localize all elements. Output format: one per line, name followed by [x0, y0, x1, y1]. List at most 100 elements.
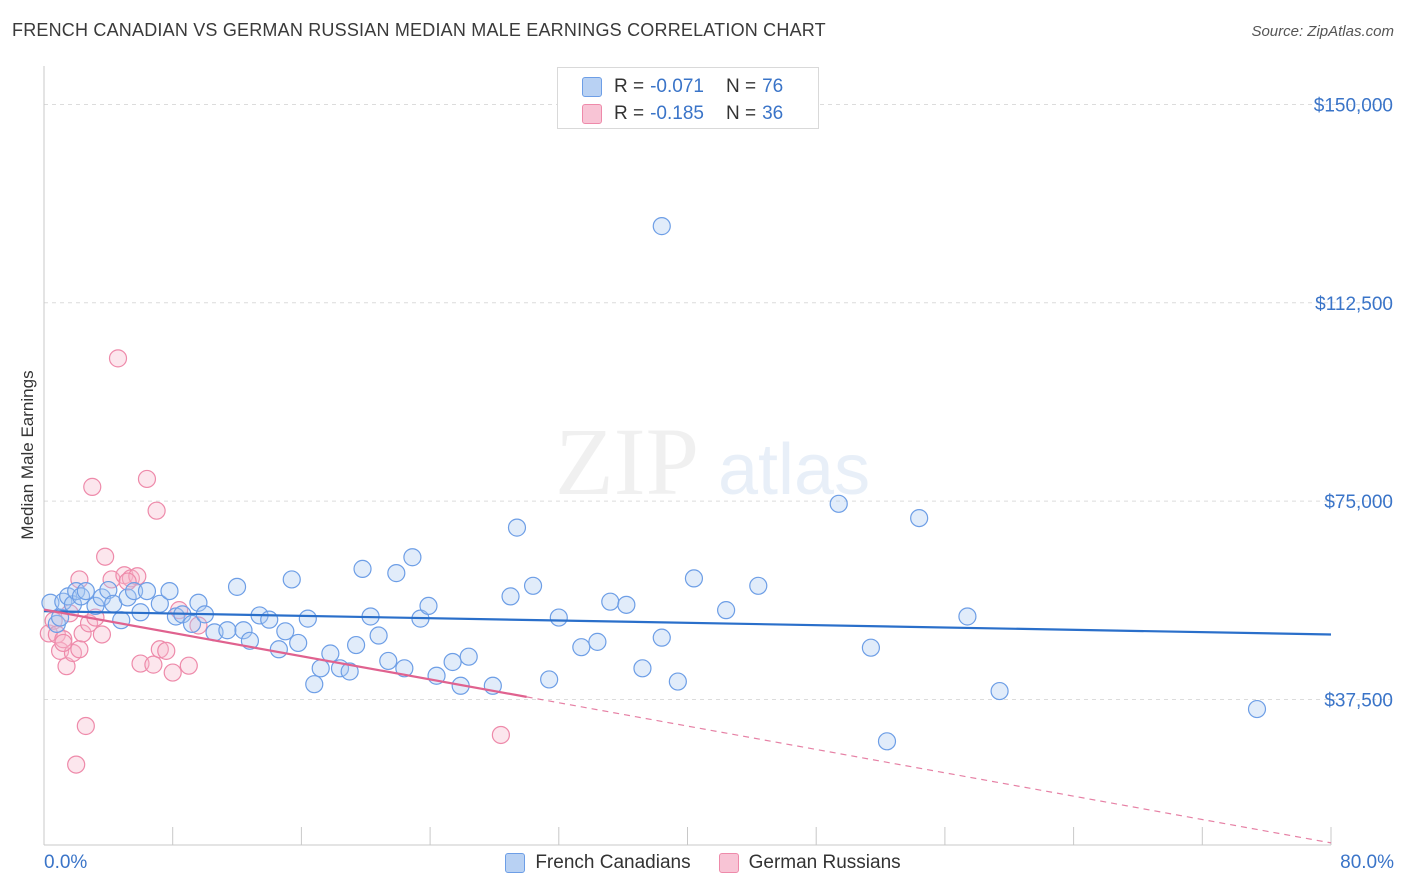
- data-point-french-canadians: [1247, 699, 1267, 719]
- data-point-french-canadians: [112, 611, 131, 630]
- data-point-french-canadians: [459, 647, 478, 666]
- x-tick-label-max: 80.0%: [1340, 852, 1394, 873]
- data-point-french-canadians: [71, 587, 91, 606]
- data-point-french-canadians: [652, 217, 671, 236]
- legend-r-label: R =: [614, 103, 645, 124]
- data-point-french-canadians: [99, 580, 118, 600]
- watermark-atlas: atlas: [718, 430, 870, 510]
- data-point-german-russians: [83, 477, 102, 496]
- data-point-french-canadians: [403, 548, 422, 567]
- data-point-german-russians: [144, 655, 163, 674]
- data-point-french-canadians: [395, 659, 414, 678]
- data-point-french-canadians: [443, 652, 462, 672]
- data-point-french-canadians: [289, 633, 308, 653]
- watermark: ZIP atlas: [555, 408, 870, 515]
- legend-item-french-canadians: French Canadians: [505, 852, 691, 874]
- axes: [43, 66, 1332, 846]
- legend-label: French Canadians: [535, 852, 691, 873]
- series-german-russians: [39, 349, 510, 774]
- data-point-french-canadians: [260, 610, 279, 629]
- data-point-french-canadians: [234, 621, 253, 640]
- data-point-french-canadians: [305, 675, 324, 694]
- data-point-french-canadians: [379, 651, 398, 671]
- data-point-french-canadians: [346, 635, 366, 655]
- legend-n-label: N =: [725, 103, 757, 124]
- data-point-french-canadians: [218, 621, 237, 640]
- legend-n-label: N =: [725, 76, 757, 97]
- x-tick-label-min: 0.0%: [44, 852, 88, 873]
- data-point-french-canadians: [668, 672, 687, 691]
- legend-item-german-russians: German Russians: [718, 852, 901, 874]
- y-tick-label: $112,500: [1315, 294, 1393, 315]
- watermark-zip: ZIP: [555, 408, 699, 515]
- data-point-french-canadians: [369, 626, 388, 645]
- source-label: Source: ZipAtlas.com: [1251, 23, 1394, 40]
- data-point-french-canadians: [67, 581, 86, 601]
- data-point-german-russians: [163, 663, 182, 682]
- data-point-german-russians: [150, 640, 169, 659]
- data-point-french-canadians: [189, 593, 208, 612]
- data-point-french-canadians: [523, 576, 543, 595]
- data-point-french-canadians: [227, 577, 247, 596]
- data-point-french-canadians: [311, 659, 330, 678]
- legend-swatch-blue: [582, 77, 602, 97]
- data-point-french-canadians: [749, 576, 768, 595]
- data-point-french-canadians: [958, 607, 977, 626]
- data-point-german-russians: [108, 349, 128, 368]
- data-point-french-canadians: [877, 732, 897, 751]
- legend-n-value: 76: [762, 76, 784, 97]
- trend-line-german-russians-extrapolated: [526, 696, 1332, 844]
- trend-line-german-russians: [43, 608, 527, 698]
- data-point-french-canadians: [137, 581, 157, 601]
- data-point-french-canadians: [269, 640, 288, 659]
- data-point-french-canadians: [76, 581, 95, 601]
- legend-swatch-blue: [505, 853, 526, 873]
- data-point-french-canadians: [684, 569, 704, 588]
- data-point-french-canadians: [717, 601, 736, 620]
- legend-row-german-russians: R = -0.185 N = 36: [582, 101, 783, 127]
- data-point-french-canadians: [387, 564, 406, 583]
- data-point-french-canadians: [633, 659, 652, 678]
- legend-swatch-pink: [582, 104, 602, 124]
- legend-row-french-canadians: R = -0.071 N = 76: [582, 74, 783, 100]
- data-point-german-russians: [189, 616, 208, 635]
- data-point-french-canadians: [298, 609, 317, 628]
- data-point-french-canadians: [124, 581, 144, 601]
- data-point-german-russians: [147, 501, 166, 520]
- data-point-german-russians: [92, 625, 112, 644]
- data-point-french-canadians: [419, 596, 438, 616]
- series-legend: French Canadians German Russians: [0, 852, 1406, 874]
- data-point-french-canadians: [340, 662, 359, 681]
- y-tick-label: $37,500: [1324, 691, 1393, 712]
- legend-r-value: -0.185: [650, 103, 704, 124]
- data-point-french-canadians: [549, 608, 568, 627]
- y-tick-labels: $37,500 $75,000 $112,500 $150,000: [1314, 95, 1393, 711]
- data-point-german-russians: [76, 716, 95, 736]
- data-point-french-canadians: [501, 587, 520, 606]
- data-point-german-russians: [96, 547, 115, 566]
- data-point-german-russians: [157, 641, 176, 660]
- data-point-german-russians: [491, 725, 510, 745]
- data-point-french-canadians: [990, 681, 1009, 701]
- data-point-german-russians: [179, 656, 198, 675]
- y-tick-label: $75,000: [1324, 492, 1393, 513]
- data-point-german-russians: [73, 624, 92, 643]
- data-point-german-russians: [118, 572, 137, 591]
- data-point-french-canadians: [572, 638, 591, 657]
- data-point-french-canadians: [160, 581, 179, 601]
- data-point-french-canadians: [507, 518, 527, 537]
- legend-r-label: R =: [614, 76, 645, 97]
- data-point-french-canadians: [617, 595, 636, 614]
- data-point-french-canadians: [540, 670, 559, 689]
- data-point-french-canadians: [601, 592, 620, 611]
- legend-r-value: -0.071: [650, 76, 704, 97]
- data-point-french-canadians: [276, 622, 295, 641]
- data-point-french-canadians: [588, 632, 607, 651]
- y-axis-label: Median Male Earnings: [18, 370, 37, 540]
- data-point-french-canadians: [652, 628, 671, 647]
- data-point-german-russians: [70, 640, 89, 659]
- legend-label: German Russians: [748, 852, 901, 873]
- data-point-french-canadians: [353, 559, 372, 578]
- data-point-french-canadians: [861, 638, 880, 657]
- data-point-french-canadians: [282, 570, 301, 589]
